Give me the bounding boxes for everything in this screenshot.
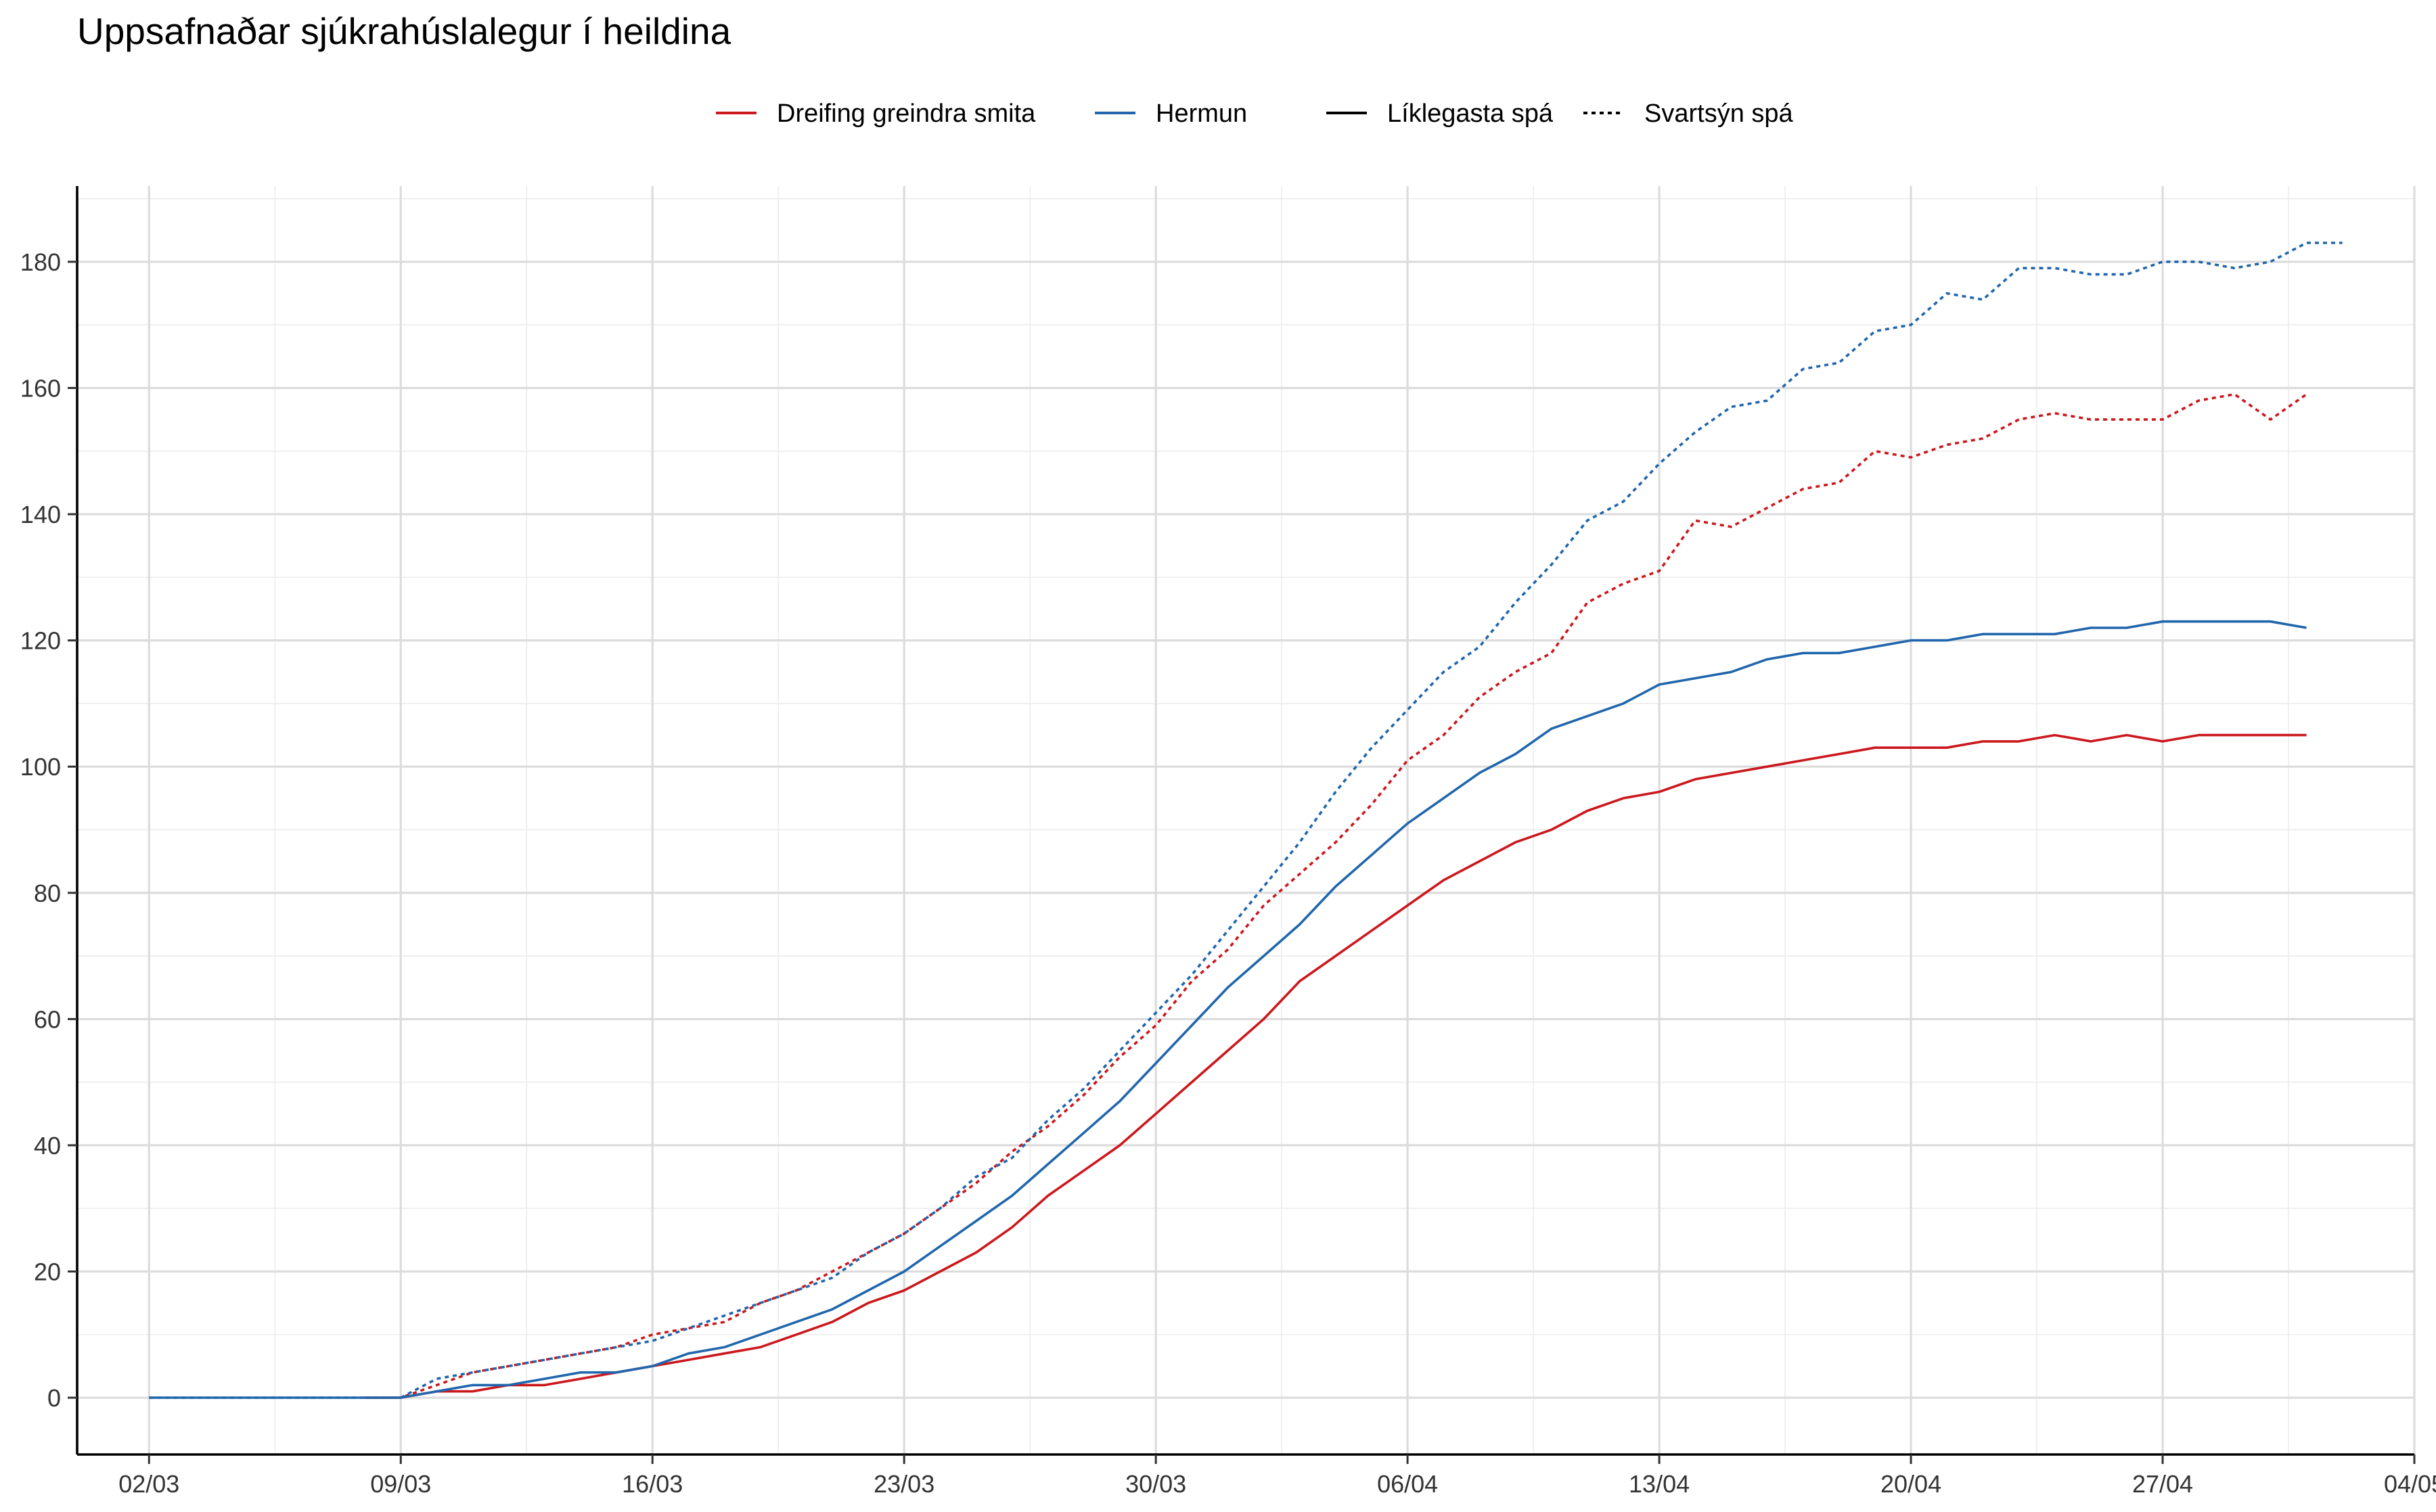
- minor-gridlines: [77, 186, 2414, 1454]
- series-line-hermun-liklegasta-spa: [149, 620, 2307, 1399]
- y-tick-label: 100: [20, 753, 61, 781]
- x-tick-label: 13/04: [1629, 1470, 1690, 1498]
- y-tick-label: 0: [47, 1384, 61, 1412]
- y-tick-label: 60: [34, 1005, 61, 1033]
- legend-label-3: Svartsýn spá: [1644, 99, 1794, 128]
- x-tick-label: 27/04: [2132, 1470, 2193, 1498]
- x-tick-label: 16/03: [622, 1470, 683, 1498]
- legend-label-0: Dreifing greindra smita: [777, 99, 1036, 128]
- y-tick-label: 80: [34, 879, 61, 907]
- series-lines: [149, 242, 2343, 1399]
- x-tick-label: 09/03: [370, 1470, 431, 1498]
- y-tick-label: 40: [34, 1132, 61, 1160]
- series-line-dreifing-greindra-smita-svartsyn-spa: [365, 392, 2307, 1399]
- legend: Dreifing greindra smita Hermun Líklegasta …: [716, 99, 1794, 128]
- x-tick-label: 04/05: [2384, 1470, 2436, 1498]
- chart-title: Uppsafnaðar sjúkrahúslalegur í heildina: [77, 10, 731, 52]
- x-tick-label: 06/04: [1377, 1470, 1438, 1498]
- x-tick-label: 23/03: [874, 1470, 934, 1498]
- series-line-dreifing-greindra-smita-liklegasta-spa: [365, 733, 2307, 1399]
- major-gridlines: [77, 186, 2416, 1454]
- y-tick-label: 180: [20, 248, 61, 276]
- legend-label-1: Hermun: [1156, 99, 1247, 128]
- y-tick-label: 140: [20, 501, 61, 528]
- axes: [68, 186, 2416, 1464]
- legend-label-2: Líklegasta spá: [1387, 99, 1554, 128]
- x-tick-label: 20/04: [1880, 1470, 1941, 1498]
- series-line-hermun-svartsyn-spa: [149, 242, 2343, 1399]
- y-tick-label: 20: [34, 1258, 61, 1285]
- y-tick-label: 160: [20, 375, 61, 403]
- x-tick-label: 30/03: [1125, 1470, 1186, 1498]
- y-tick-label: 120: [20, 627, 61, 655]
- tick-labels: 02/03 09/03 16/03 23/03 30/03 06/04 13/04 20/04…: [20, 248, 2436, 1498]
- x-tick-label: 02/03: [118, 1470, 179, 1498]
